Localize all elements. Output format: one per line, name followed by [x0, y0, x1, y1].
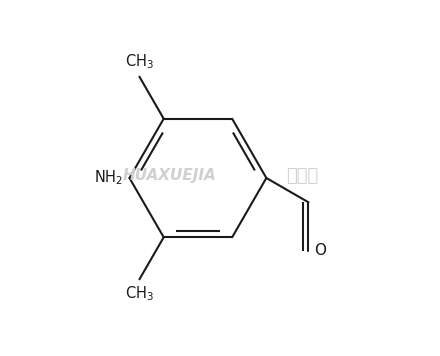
Text: O: O [314, 244, 326, 258]
Text: 化学加: 化学加 [286, 167, 319, 185]
Text: CH$_3$: CH$_3$ [125, 285, 154, 303]
Text: NH$_2$: NH$_2$ [94, 169, 123, 187]
Text: HUAXUEJIA: HUAXUEJIA [123, 168, 216, 183]
Text: CH$_3$: CH$_3$ [125, 53, 154, 71]
